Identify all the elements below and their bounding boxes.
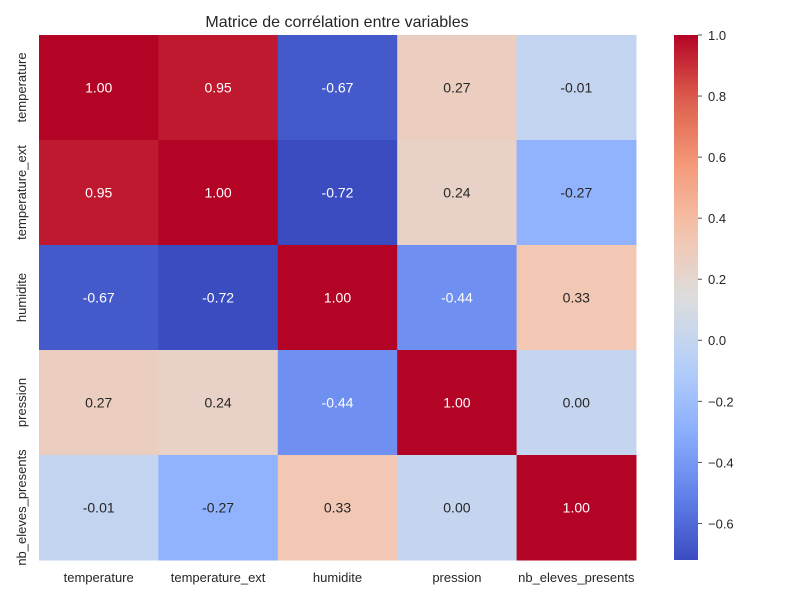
cell-annotation-3-4: 0.00 bbox=[563, 395, 590, 411]
x-tick-label: nb_eleves_presents bbox=[518, 570, 635, 585]
heatmap-cell-2-4 bbox=[516, 245, 637, 351]
cell-annotation-0-3: 0.27 bbox=[443, 80, 470, 96]
x-tick-label: pression bbox=[432, 570, 481, 585]
x-tick-label: humidite bbox=[313, 570, 362, 585]
colorbar-tick-label: 0.0 bbox=[708, 333, 726, 348]
heatmap-cell-2-0 bbox=[39, 245, 159, 351]
cell-annotation-3-0: 0.27 bbox=[85, 395, 112, 411]
heatmap-cell-3-1 bbox=[158, 350, 279, 456]
colorbar bbox=[674, 35, 698, 560]
heatmap-cell-1-3 bbox=[397, 140, 518, 246]
cell-annotation-2-0: -0.67 bbox=[83, 290, 115, 306]
heatmap-cell-0-2 bbox=[277, 35, 398, 141]
cell-annotation-1-1: 1.00 bbox=[204, 185, 231, 201]
x-tick-label: temperature_ext bbox=[171, 570, 266, 585]
cell-annotation-1-3: 0.24 bbox=[443, 185, 470, 201]
cell-annotation-0-1: 0.95 bbox=[204, 80, 231, 96]
heatmap-cell-4-2 bbox=[277, 455, 398, 561]
heatmap-cell-0-0 bbox=[39, 35, 159, 141]
cell-annotation-3-2: -0.44 bbox=[322, 395, 354, 411]
colorbar-tick-label: 1.0 bbox=[708, 28, 726, 43]
cell-annotation-3-3: 1.00 bbox=[443, 395, 470, 411]
colorbar-tick-label: 0.2 bbox=[708, 272, 726, 287]
heatmap-cell-2-1 bbox=[158, 245, 279, 351]
y-axis-tick-labels: temperature temperature_ext humidite pressi… bbox=[14, 52, 29, 565]
y-tick-label: humidite bbox=[14, 273, 29, 322]
colorbar-ticks: 1.0 0.8 0.6 0.4 0.2 0.0 −0.2 −0.4 −0.6 bbox=[698, 28, 734, 531]
cell-annotation-1-2: -0.72 bbox=[322, 185, 354, 201]
cell-annotation-2-2: 1.00 bbox=[324, 290, 351, 306]
colorbar-tick-label: 0.4 bbox=[708, 211, 726, 226]
heatmap-cell-3-2 bbox=[277, 350, 398, 456]
cell-annotation-0-2: -0.67 bbox=[322, 80, 354, 96]
colorbar-tick-label: −0.4 bbox=[708, 455, 734, 470]
cell-annotation-4-3: 0.00 bbox=[443, 500, 470, 516]
heatmap-cell-4-3 bbox=[397, 455, 518, 561]
cell-annotation-0-4: -0.01 bbox=[560, 80, 592, 96]
cell-annotation-1-4: -0.27 bbox=[560, 185, 592, 201]
cell-annotation-2-4: 0.33 bbox=[563, 290, 590, 306]
heatmap-cell-0-3 bbox=[397, 35, 518, 141]
heatmap-cell-4-0 bbox=[39, 455, 159, 561]
colorbar-tick-label: 0.6 bbox=[708, 150, 726, 165]
cell-annotation-3-1: 0.24 bbox=[204, 395, 231, 411]
y-tick-label: temperature_ext bbox=[14, 145, 29, 240]
cell-annotation-1-0: 0.95 bbox=[85, 185, 112, 201]
heatmap-cell-2-2 bbox=[277, 245, 398, 351]
heatmap-cell-4-4 bbox=[516, 455, 637, 561]
heatmap-cell-3-0 bbox=[39, 350, 159, 456]
heatmap-cell-3-4 bbox=[516, 350, 637, 456]
cell-annotation-4-0: -0.01 bbox=[83, 500, 115, 516]
colorbar-tick-label: −0.2 bbox=[708, 394, 734, 409]
heatmap-cell-2-3 bbox=[397, 245, 518, 351]
heatmap-cell-1-2 bbox=[277, 140, 398, 246]
cell-annotation-4-4: 1.00 bbox=[563, 500, 590, 516]
cell-annotation-0-0: 1.00 bbox=[85, 80, 112, 96]
x-tick-label: temperature bbox=[64, 570, 134, 585]
y-tick-label: temperature bbox=[14, 52, 29, 122]
heatmap-cell-0-4 bbox=[516, 35, 637, 141]
y-tick-label: nb_eleves_presents bbox=[14, 449, 29, 566]
heatmap-cell-0-1 bbox=[158, 35, 279, 141]
heatmap-cell-1-0 bbox=[39, 140, 159, 246]
heatmap-annotations: 1.00 0.95 -0.67 0.27 -0.01 0.95 1.00 -0.72 0.24 -… bbox=[83, 80, 593, 516]
cell-annotation-2-1: -0.72 bbox=[202, 290, 234, 306]
y-tick-label: pression bbox=[14, 378, 29, 427]
heatmap-cells bbox=[39, 35, 637, 561]
cell-annotation-4-1: -0.27 bbox=[202, 500, 234, 516]
cell-annotation-4-2: 0.33 bbox=[324, 500, 351, 516]
colorbar-tick-label: 0.8 bbox=[708, 89, 726, 104]
heatmap-cell-3-3 bbox=[397, 350, 518, 456]
heatmap-cell-1-4 bbox=[516, 140, 637, 246]
cell-annotation-2-3: -0.44 bbox=[441, 290, 473, 306]
chart-title: Matrice de corrélation entre variables bbox=[205, 14, 468, 31]
heatmap-cell-1-1 bbox=[158, 140, 279, 246]
x-axis-tick-labels: temperature temperature_ext humidite pressi… bbox=[64, 570, 635, 585]
heatmap-cell-4-1 bbox=[158, 455, 279, 561]
colorbar-tick-label: −0.6 bbox=[708, 516, 734, 531]
